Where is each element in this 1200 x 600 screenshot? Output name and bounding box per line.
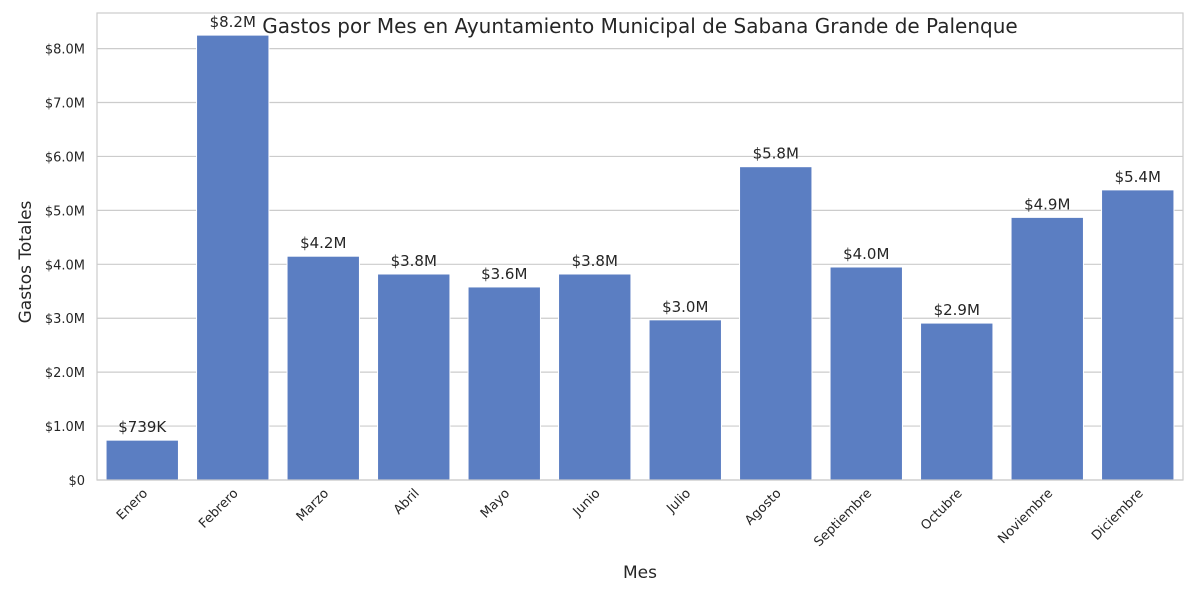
bar-febrero (196, 34, 270, 481)
x-tick-label: Febrero (196, 486, 241, 531)
bar-diciembre (1101, 189, 1175, 481)
y-tick-label: $0 (68, 474, 85, 489)
data-label: $3.6M (481, 265, 527, 283)
bar-abril (377, 273, 451, 481)
y-tick-label: $4.0M (45, 258, 85, 273)
y-axis-label: Gastos Totales (16, 200, 36, 323)
data-label: $3.8M (391, 252, 437, 270)
data-label: $2.9M (934, 301, 980, 319)
x-tick-label: Enero (114, 486, 151, 523)
x-tick-label: Julio (663, 486, 694, 517)
bar-enero (105, 439, 179, 481)
bar-mayo (467, 286, 541, 481)
x-tick-label: Septiembre (811, 486, 875, 550)
data-label: $4.2M (300, 234, 346, 252)
bars (105, 34, 1175, 481)
y-axis-ticks: $0 $1.0M $2.0M $3.0M $4.0M $5.0M $6.0M $7.0M $8.… (45, 43, 85, 489)
bar-septiembre (829, 266, 903, 481)
bar-junio (558, 273, 632, 481)
bar-agosto (739, 166, 813, 481)
y-tick-label: $1.0M (45, 420, 85, 435)
x-tick-label: Diciembre (1089, 486, 1147, 544)
bar-marzo (286, 255, 360, 481)
x-tick-label: Mayo (478, 486, 513, 521)
grid-lines (97, 47, 1183, 481)
data-labels: $739K $8.2M $4.2M $3.8M $3.6M $3.8M $3.0M $5.8M… (118, 13, 1161, 436)
y-tick-label: $6.0M (45, 150, 85, 165)
x-tick-label: Marzo (294, 486, 332, 524)
bar-julio (648, 319, 722, 481)
x-tick-label: Junio (570, 486, 604, 520)
data-label: $5.4M (1115, 168, 1161, 186)
bar-octubre (920, 322, 994, 481)
data-label: $4.0M (843, 245, 889, 263)
y-tick-label: $5.0M (45, 204, 85, 219)
data-label: $8.2M (210, 13, 256, 31)
x-tick-label: Octubre (918, 486, 965, 533)
bar-noviembre (1010, 216, 1084, 481)
y-tick-label: $3.0M (45, 312, 85, 327)
x-tick-label: Noviembre (995, 486, 1056, 547)
y-tick-label: $8.0M (45, 43, 85, 58)
chart-title: Gastos por Mes en Ayuntamiento Municipal… (262, 14, 1017, 38)
x-tick-label: Abril (391, 486, 423, 518)
y-tick-label: $7.0M (45, 97, 85, 112)
x-axis-ticks: Enero Febrero Marzo Abril Mayo Junio Julio Agos… (114, 486, 1147, 550)
data-label: $739K (118, 418, 167, 436)
data-label: $4.9M (1024, 195, 1070, 213)
x-axis-label: Mes (623, 563, 657, 583)
data-label: $5.8M (753, 145, 799, 163)
data-label: $3.8M (572, 252, 618, 270)
x-tick-label: Agosto (742, 486, 784, 528)
plot-frame (96, 12, 1184, 481)
y-tick-label: $2.0M (45, 366, 85, 381)
data-label: $3.0M (662, 298, 708, 316)
